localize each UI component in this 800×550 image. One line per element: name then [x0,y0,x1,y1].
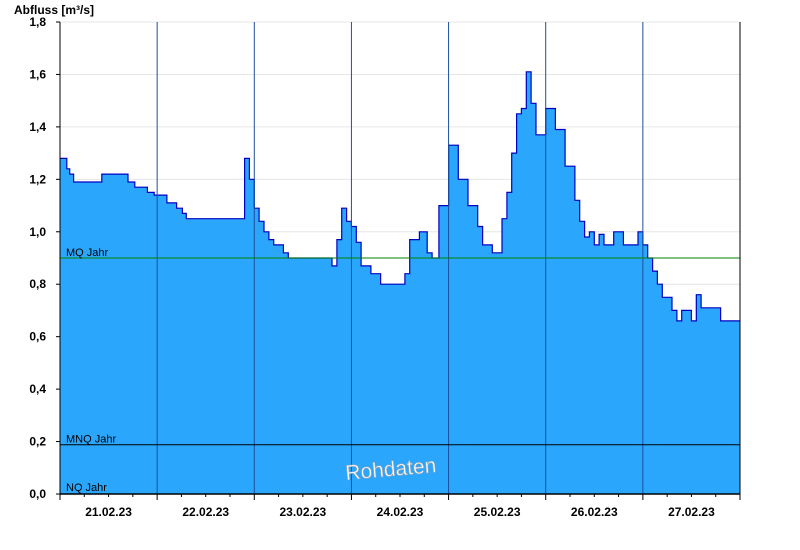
x-tick-label: 24.02.23 [377,505,424,519]
y-tick-label: 0,6 [29,330,46,344]
x-ticks: 21.02.23 22.02.23 23.02.23 24.02.23 25.02.23… [85,505,715,519]
reference-line-label: MQ Jahr [66,247,109,259]
x-tick-label: 21.02.23 [85,505,132,519]
reference-line-label: MNQ Jahr [66,434,116,446]
y-tick-label: 1,2 [29,172,46,186]
y-tick-label: 0,2 [29,435,46,449]
axes [59,22,741,500]
y-tick-label: 0,4 [29,382,46,396]
y-tick-label: 1,6 [29,67,46,81]
reference-lines: MQ Jahr MNQ Jahr NQ Jahr [60,247,740,494]
x-tick-label: 27.02.23 [668,505,715,519]
y-tick-label: 1,0 [29,225,46,239]
y-tick-label: 1,4 [29,120,46,134]
x-tick-label: 22.02.23 [182,505,229,519]
y-ticks: 0,0 0,2 0,4 0,6 0,8 1,0 1,2 1,4 1,6 1,8 [29,15,60,501]
discharge-area [60,71,740,495]
y-tick-label: 1,8 [29,15,46,29]
x-tick-label: 23.02.23 [279,505,326,519]
y-tick-label: 0,8 [29,277,46,291]
y-axis-label: Abfluss [m³/s] [14,3,94,17]
reference-line-label: NQ Jahr [66,482,107,494]
x-tick-label: 25.02.23 [474,505,521,519]
x-tick-label: 26.02.23 [571,505,618,519]
y-tick-label: 0,0 [29,487,46,501]
